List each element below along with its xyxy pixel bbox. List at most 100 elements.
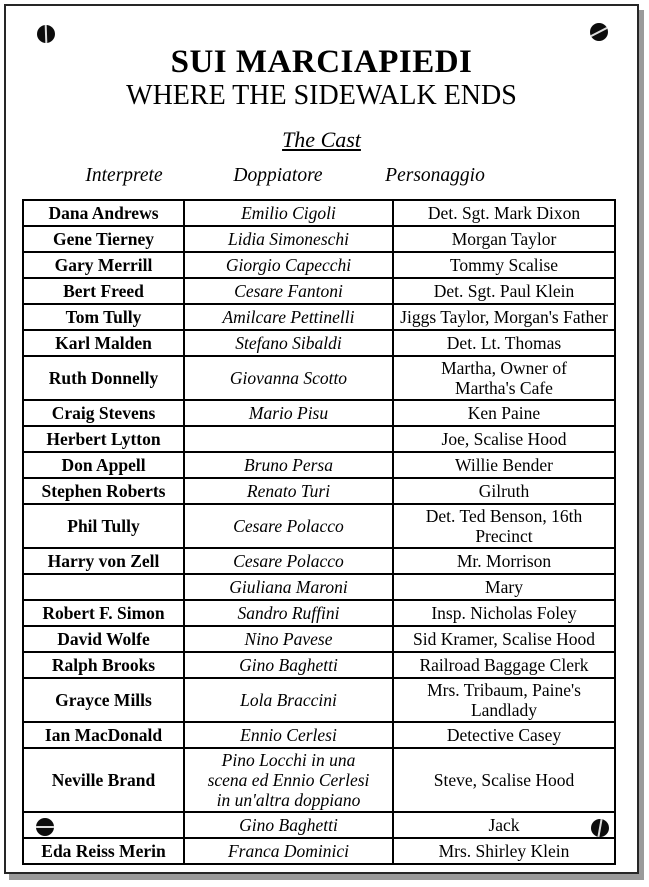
screw-icon-top-right	[590, 23, 608, 41]
cast-row: Harry von Zell Cesare Polacco Mr. Morrison	[22, 547, 616, 575]
dubber-cell: Giorgio Capecchi	[183, 251, 394, 279]
cast-row: Ruth Donnelly Giovanna Scotto Martha, Owne…	[22, 355, 616, 401]
page-title: SUI MARCIAPIEDI	[170, 44, 473, 80]
character-cell: Sid Kramer, Scalise Hood	[392, 625, 616, 653]
cast-row: Ian MacDonald Ennio Cerlesi Detective Case…	[22, 721, 616, 749]
dubber-cell: Mario Pisu	[183, 399, 394, 427]
cast-row: Robert F. Simon Sandro Ruffini Insp. Nicho…	[22, 599, 616, 627]
dubber-cell: Cesare Fantoni	[183, 277, 394, 305]
dubber-text: Pino Locchi in una scena ed Ennio Cerles…	[207, 750, 370, 810]
dubber-text: Giovanna Scotto	[229, 368, 348, 388]
dubber-cell: Ennio Cerlesi	[183, 721, 394, 749]
dubber-text: Lidia Simoneschi	[227, 229, 350, 249]
character-text: Mrs. Shirley Klein	[438, 841, 570, 861]
cast-row: Tom Tully Amilcare Pettinelli Jiggs Taylor…	[22, 303, 616, 331]
column-header-interprete: Interprete	[85, 165, 163, 186]
character-text: Willie Bender	[455, 455, 553, 475]
cast-row: Ralph Brooks Gino Baghetti Railroad Baggag…	[22, 651, 616, 679]
actor-cell	[22, 811, 185, 839]
character-cell: Det. Sgt. Mark Dixon	[392, 199, 616, 227]
character-text: Gilruth	[478, 481, 530, 501]
character-text: Det. Sgt. Mark Dixon	[427, 203, 581, 223]
cast-row: Phil Tully Cesare Polacco Det. Ted Benson,…	[22, 503, 616, 549]
dubber-cell: Franca Dominici	[183, 837, 394, 865]
cast-row: Craig Stevens Mario Pisu Ken Paine	[22, 399, 616, 427]
dubber-cell: Stefano Sibaldi	[183, 329, 394, 357]
character-cell: Willie Bender	[392, 451, 616, 479]
dubber-text: Cesare Polacco	[233, 516, 344, 536]
character-text: Det. Ted Benson, 16th Precinct	[425, 506, 583, 546]
cast-row: Dana Andrews Emilio Cigoli Det. Sgt. Mark …	[22, 199, 616, 227]
actor-cell: Ruth Donnelly	[22, 355, 185, 401]
character-text: Tommy Scalise	[449, 255, 559, 275]
dubber-cell: Pino Locchi in una scena ed Ennio Cerles…	[183, 747, 394, 813]
cast-row: Eda Reiss Merin Franca Dominici Mrs. Shirl…	[22, 837, 616, 865]
character-cell: Det. Lt. Thomas	[392, 329, 616, 357]
character-cell: Railroad Baggage Clerk	[392, 651, 616, 679]
character-cell: Gilruth	[392, 477, 616, 505]
cast-row: Gary Merrill Giorgio Capecchi Tommy Scalis…	[22, 251, 616, 279]
dubber-cell: Amilcare Pettinelli	[183, 303, 394, 331]
dubber-text: Bruno Persa	[244, 455, 333, 475]
character-text: Steve, Scalise Hood	[433, 770, 575, 790]
actor-cell: Stephen Roberts	[22, 477, 185, 505]
dubber-text: Gino Baghetti	[239, 655, 338, 675]
character-cell: Detective Casey	[392, 721, 616, 749]
actor-text: Neville Brand	[51, 770, 156, 790]
actor-cell: Grayce Mills	[22, 677, 185, 723]
actor-cell	[22, 573, 185, 601]
actor-cell: Craig Stevens	[22, 399, 185, 427]
cast-row: Bert Freed Cesare Fantoni Det. Sgt. Paul K…	[22, 277, 616, 305]
actor-cell: Eda Reiss Merin	[22, 837, 185, 865]
dubber-text: Lola Braccini	[240, 690, 337, 710]
cast-row: Karl Malden Stefano Sibaldi Det. Lt. Thoma…	[22, 329, 616, 357]
actor-text: Robert F. Simon	[42, 603, 165, 623]
actor-cell: David Wolfe	[22, 625, 185, 653]
character-text: Det. Lt. Thomas	[446, 333, 562, 353]
character-text: Jiggs Taylor, Morgan's Father	[400, 307, 608, 327]
dubber-text: Cesare Fantoni	[234, 281, 343, 301]
document-page: SUI MARCIAPIEDI WHERE THE SIDEWALK ENDS …	[4, 4, 639, 874]
actor-text: Ian MacDonald	[44, 725, 163, 745]
section-heading-text: The Cast	[282, 127, 361, 152]
actor-cell: Karl Malden	[22, 329, 185, 357]
cast-row: Stephen Roberts Renato Turi Gilruth	[22, 477, 616, 505]
character-cell: Steve, Scalise Hood	[392, 747, 616, 813]
character-cell: Ken Paine	[392, 399, 616, 427]
dubber-text: Cesare Polacco	[233, 551, 344, 571]
character-cell: Martha, Owner of Martha's Cafe	[392, 355, 616, 401]
cast-row: Grayce Mills Lola Braccini Mrs. Tribaum, P…	[22, 677, 616, 723]
dubber-cell: Renato Turi	[183, 477, 394, 505]
cast-row: Herbert Lytton Joe, Scalise Hood	[22, 425, 616, 453]
character-cell: Mrs. Tribaum, Paine's Landlady	[392, 677, 616, 723]
actor-text: Herbert Lytton	[46, 429, 161, 449]
character-text: Det. Sgt. Paul Klein	[433, 281, 575, 301]
actor-text: Tom Tully	[65, 307, 142, 327]
character-cell: Mr. Morrison	[392, 547, 616, 575]
actor-cell: Ralph Brooks	[22, 651, 185, 679]
actor-text: Gary Merrill	[54, 255, 153, 275]
dubber-cell: Sandro Ruffini	[183, 599, 394, 627]
dubber-text: Ennio Cerlesi	[240, 725, 337, 745]
actor-text: Bert Freed	[63, 281, 144, 301]
dubber-cell: Cesare Polacco	[183, 547, 394, 575]
column-headers-row: Interprete Doppiatore Personaggio	[6, 165, 637, 191]
actor-text: Harry von Zell	[47, 551, 160, 571]
actor-text: Phil Tully	[67, 516, 140, 536]
character-cell: Det. Ted Benson, 16th Precinct	[392, 503, 616, 549]
character-text: Ken Paine	[467, 403, 541, 423]
character-cell: Morgan Taylor	[392, 225, 616, 253]
character-text: Insp. Nicholas Foley	[431, 603, 577, 623]
dubber-cell: Nino Pavese	[183, 625, 394, 653]
dubber-cell: Lola Braccini	[183, 677, 394, 723]
actor-text: Karl Malden	[55, 333, 152, 353]
actor-text: Dana Andrews	[48, 203, 159, 223]
character-cell: Jiggs Taylor, Morgan's Father	[392, 303, 616, 331]
actor-cell: Herbert Lytton	[22, 425, 185, 453]
actor-cell: Phil Tully	[22, 503, 185, 549]
actor-cell: Gene Tierney	[22, 225, 185, 253]
character-cell: Tommy Scalise	[392, 251, 616, 279]
actor-text: Gene Tierney	[53, 229, 154, 249]
cast-table: Dana Andrews Emilio Cigoli Det. Sgt. Mark …	[22, 199, 616, 865]
character-text: Railroad Baggage Clerk	[419, 655, 589, 675]
